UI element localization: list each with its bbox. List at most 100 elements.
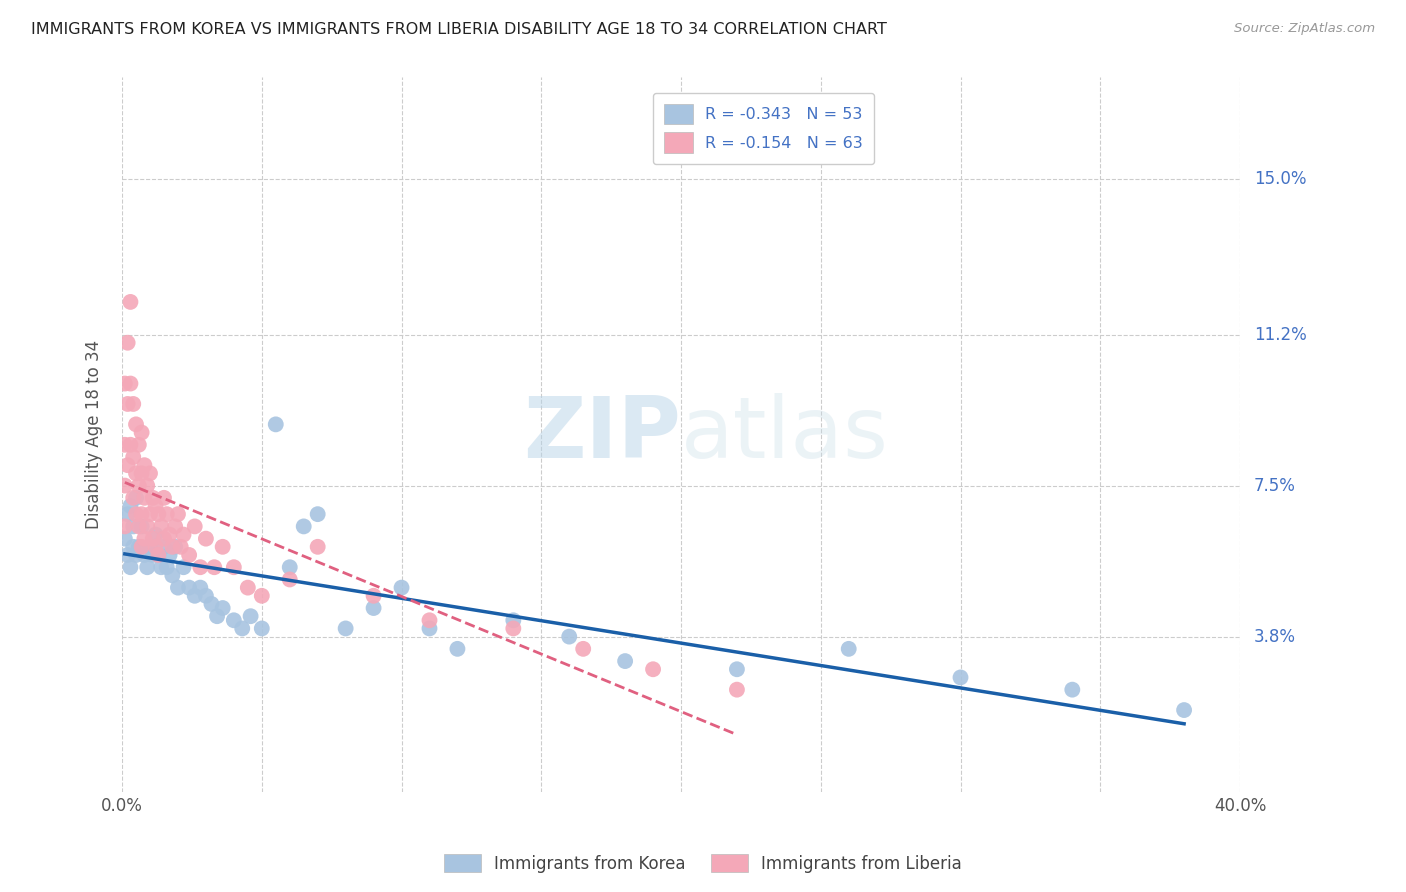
Point (114, 376, 136, 391)
Point (502, 622, 524, 636)
Point (128, 519, 150, 533)
Point (145, 540, 167, 554)
Point (125, 548, 148, 562)
Point (391, 581, 413, 595)
Point (153, 540, 176, 554)
Point (179, 581, 201, 595)
Point (136, 478, 159, 492)
Point (128, 438, 150, 452)
Text: Source: ZipAtlas.com: Source: ZipAtlas.com (1234, 22, 1375, 36)
Point (1062, 682, 1084, 697)
Point (117, 507, 139, 521)
Point (194, 589, 217, 603)
Point (117, 548, 139, 562)
Point (131, 540, 153, 554)
Text: 15.0%: 15.0% (1254, 170, 1306, 188)
Point (114, 438, 136, 452)
Point (202, 560, 225, 574)
Point (128, 540, 150, 554)
Point (145, 499, 167, 513)
Point (131, 425, 153, 440)
Point (170, 540, 193, 554)
Point (134, 491, 156, 505)
Point (134, 532, 156, 546)
Point (558, 630, 581, 644)
Point (125, 467, 148, 481)
Point (120, 438, 142, 452)
Point (131, 467, 153, 481)
Point (128, 478, 150, 492)
Point (222, 613, 245, 627)
Point (148, 507, 170, 521)
Point (165, 519, 187, 533)
Point (222, 560, 245, 574)
Point (142, 532, 165, 546)
Point (125, 491, 148, 505)
Point (150, 519, 173, 533)
Point (153, 491, 176, 505)
Point (292, 519, 315, 533)
Point (162, 540, 184, 554)
Point (838, 641, 860, 656)
Point (278, 573, 301, 587)
Point (131, 519, 153, 533)
Legend: Immigrants from Korea, Immigrants from Liberia: Immigrants from Korea, Immigrants from L… (437, 847, 969, 880)
Point (363, 601, 385, 615)
Point (1173, 703, 1195, 717)
Text: IMMIGRANTS FROM KOREA VS IMMIGRANTS FROM LIBERIA DISABILITY AGE 18 TO 34 CORRELA: IMMIGRANTS FROM KOREA VS IMMIGRANTS FROM… (31, 22, 887, 37)
Point (250, 589, 273, 603)
Point (167, 581, 190, 595)
Point (250, 622, 273, 636)
Point (183, 589, 205, 603)
Point (145, 527, 167, 541)
Point (120, 294, 142, 309)
Y-axis label: Disability Age 18 to 34: Disability Age 18 to 34 (86, 340, 103, 529)
Point (122, 397, 145, 411)
Point (363, 589, 385, 603)
Point (173, 560, 195, 574)
Point (446, 641, 468, 656)
Point (139, 467, 162, 481)
Text: 3.8%: 3.8% (1254, 628, 1296, 646)
Point (142, 491, 165, 505)
Point (418, 622, 440, 636)
Text: atlas: atlas (681, 393, 889, 476)
Point (335, 622, 357, 636)
Point (136, 560, 159, 574)
Point (278, 560, 301, 574)
Point (572, 641, 595, 656)
Point (125, 507, 148, 521)
Point (725, 662, 748, 676)
Point (188, 581, 211, 595)
Point (239, 609, 262, 624)
Point (131, 507, 153, 521)
Point (114, 532, 136, 546)
Point (307, 540, 329, 554)
Point (114, 519, 136, 533)
Point (162, 568, 184, 582)
Point (159, 548, 181, 562)
Point (167, 507, 190, 521)
Point (159, 527, 181, 541)
Point (120, 376, 142, 391)
Point (264, 417, 287, 432)
Point (236, 581, 259, 595)
Point (117, 458, 139, 473)
Point (614, 654, 637, 668)
Point (211, 540, 233, 554)
Point (134, 548, 156, 562)
Point (418, 613, 440, 627)
Point (231, 622, 253, 636)
Point (139, 507, 162, 521)
Point (150, 560, 173, 574)
Point (142, 548, 165, 562)
Point (120, 560, 142, 574)
Point (165, 540, 187, 554)
Point (179, 548, 201, 562)
Point (134, 458, 156, 473)
Point (211, 601, 233, 615)
Point (122, 519, 145, 533)
Point (205, 609, 228, 624)
Point (148, 548, 170, 562)
Legend: R = -0.343   N = 53, R = -0.154   N = 63: R = -0.343 N = 53, R = -0.154 N = 63 (652, 93, 875, 164)
